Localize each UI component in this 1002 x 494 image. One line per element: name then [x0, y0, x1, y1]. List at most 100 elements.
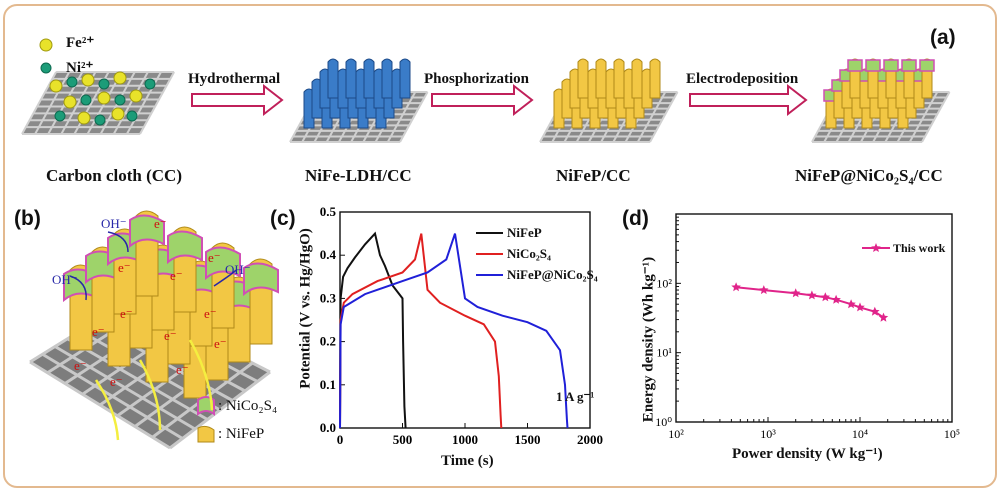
panel-b-illustration: e⁻ e⁻ e⁻ e⁻ e⁻ e⁻ e⁻ e⁻ e⁻ e⁻ e⁻ e⁻ [29, 210, 279, 450]
chart-d-legend-marker [871, 243, 881, 252]
electron-label: e⁻ [214, 336, 227, 351]
electron-label: e⁻ [110, 374, 123, 389]
chart-c-legend-nico2s4: NiCo₂S₄ [507, 246, 551, 261]
chart-d-xtick-label: 10⁵ [944, 427, 960, 441]
carbon-cloth-grid-warp [126, 71, 162, 135]
chart-d-legend-this-work: This work [893, 241, 946, 255]
chart-d-point [731, 282, 741, 292]
chart-d-point [846, 299, 856, 309]
ion-label-right: OH⁻ [225, 262, 251, 277]
fe-ion-dot [111, 107, 125, 121]
chart-c-ytick-label: 0.0 [320, 420, 336, 435]
fe-ion-dot [77, 111, 91, 125]
legend-nico2s4-label: : NiCo₂S₄ [218, 398, 278, 414]
nifep-nico2s4-sheets-nico2s4-flake [865, 59, 881, 72]
nifep-sheets-grid-warp [649, 91, 679, 143]
nifep-nico2s4-sheets-nico2s4-flake [901, 59, 917, 72]
panel-label-b: (b) [14, 207, 41, 230]
panel-b-nico2s4-flake [205, 246, 241, 281]
panel-label-c: (c) [270, 207, 296, 230]
oh-arrow [213, 269, 237, 287]
ion-label-left: OH⁻ [52, 272, 78, 287]
caption-nife-ldh: NiFe-LDH/CC [305, 166, 412, 185]
ni-ion-dot [98, 78, 110, 90]
chart-d-point [855, 302, 865, 312]
ni-ion-dot [66, 76, 78, 88]
chart-d-point [878, 312, 889, 322]
carbon-cloth-grid-warp [139, 71, 175, 135]
nife-ldh-sheets-sheet [363, 58, 375, 99]
chart-c-xtick-label: 500 [393, 432, 413, 447]
fe-ion-dot [81, 73, 95, 87]
ion-label-top: OH⁻ [101, 216, 127, 231]
nifep-sheets-sheet [631, 58, 643, 99]
ni-ion-dot [94, 114, 106, 126]
electron-flow-arrow [94, 379, 120, 441]
chart-c-ylabel: Potential (V vs. Hg/HgO) [297, 228, 314, 389]
caption-nifep: NiFeP/CC [556, 166, 631, 185]
legend-fe-label: Fe²⁺ [66, 35, 95, 51]
chart-d-ytick-label: 10⁰ [655, 415, 672, 429]
legend-nifep-swatch [197, 425, 215, 443]
chart-c-series-line [339, 231, 407, 429]
chart-d-point [759, 285, 769, 295]
chart-c-xlabel: Time (s) [441, 453, 494, 469]
nifep-nico2s4-sheets-nico2s4-flake [847, 59, 863, 72]
panel-b-nico2s4-flake [167, 230, 203, 265]
electron-label: e⁻ [74, 358, 87, 373]
electron-label: e⁻ [120, 306, 133, 321]
legend-ni-label: Ni²⁺ [66, 60, 94, 76]
electron-label: e⁻ [92, 324, 105, 339]
chart-d-ylabel: Energy density (Wh kg⁻¹) [640, 256, 657, 423]
panel-b-nico2s4-flake [243, 262, 279, 297]
chart-c-series-line [339, 233, 503, 429]
nife-ldh-sheets-grid-warp [386, 91, 417, 143]
carbon-cloth-grid-warp [21, 71, 57, 135]
panel-b-nico2s4-flake [129, 214, 165, 249]
carbon-cloth-grid-warp [112, 71, 149, 135]
nife-ldh-sheets-sheet [399, 58, 411, 99]
fe-ion-dot [49, 79, 63, 93]
electron-label: e⁻ [176, 362, 189, 377]
chart-c-ytick-label: 0.5 [320, 204, 337, 219]
legend-fe-dot [39, 38, 53, 52]
chart-d-point [790, 288, 801, 298]
chart-d-point [820, 292, 831, 302]
ni-ion-dot [54, 110, 66, 122]
electron-flow-arrow [188, 339, 214, 411]
panel-b-mesh-line [169, 370, 271, 450]
electron-label: e⁻ [154, 216, 167, 231]
nife-ldh-sheets-sheet [345, 58, 357, 99]
step-hydrothermal: Hydrothermal [188, 71, 281, 87]
chart-c-xtick-label: 2000 [577, 432, 603, 447]
nifep-nico2s4-sheets-grid-warp [908, 91, 939, 143]
step-phosphorization: Phosphorization [424, 71, 530, 87]
fe-ion-dot [63, 95, 77, 109]
electron-label: e⁻ [118, 260, 131, 275]
caption-nifep-nico2s4: NiFeP@NiCo₂S₄/CC [795, 166, 943, 185]
nife-ldh-sheets [303, 58, 411, 129]
nifep-sheets-sheet [595, 58, 607, 99]
electron-label: e⁻ [204, 306, 217, 321]
chart-d-point [870, 306, 880, 316]
electron-label: e⁻ [208, 250, 221, 265]
chart-c-series-line [339, 233, 569, 429]
chart-c-annotation: 1 A g⁻¹ [556, 389, 595, 404]
chart-c-ytick-label: 0.4 [320, 247, 337, 262]
chart-d-xtick-label: 10⁴ [852, 427, 868, 441]
nife-ldh-sheets-sheet [327, 58, 339, 99]
fe-ion-dot [113, 71, 127, 85]
chart-c-legend-composite: NiFeP@NiCo₂S₄ [507, 267, 598, 282]
caption-carbon-cloth: Carbon cloth (CC) [46, 166, 182, 185]
panel-label-a: (a) [930, 26, 956, 49]
nifep-sheets-sheet [649, 58, 661, 99]
chart-c-legend-nifep: NiFeP [507, 225, 542, 240]
chart-d: 10² 10³ 10⁴ 10⁵ 10⁰ 10¹ 10² [655, 213, 960, 441]
nifep-sheets-grid-warp [636, 91, 667, 143]
electron-flow-arrow [138, 359, 162, 431]
fe-ion-dot [97, 91, 111, 105]
chart-d-ytick-label: 10¹ [656, 346, 672, 360]
chart-d-xlabel: Power density (W kg⁻¹) [732, 446, 883, 462]
legend-ni-dot [40, 62, 52, 74]
